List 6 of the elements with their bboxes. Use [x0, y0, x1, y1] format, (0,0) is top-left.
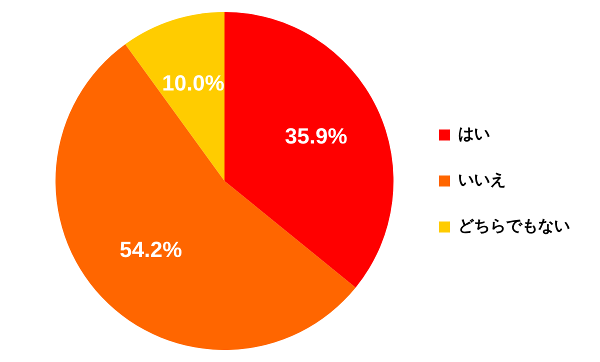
legend-label: はい [458, 124, 490, 144]
data-label: 54.2% [120, 236, 182, 262]
data-label: 10.0% [162, 70, 224, 96]
legend-label: どちらでもない [458, 216, 570, 236]
legend-label: いいえ [458, 170, 506, 190]
data-label: 35.9% [284, 123, 348, 148]
